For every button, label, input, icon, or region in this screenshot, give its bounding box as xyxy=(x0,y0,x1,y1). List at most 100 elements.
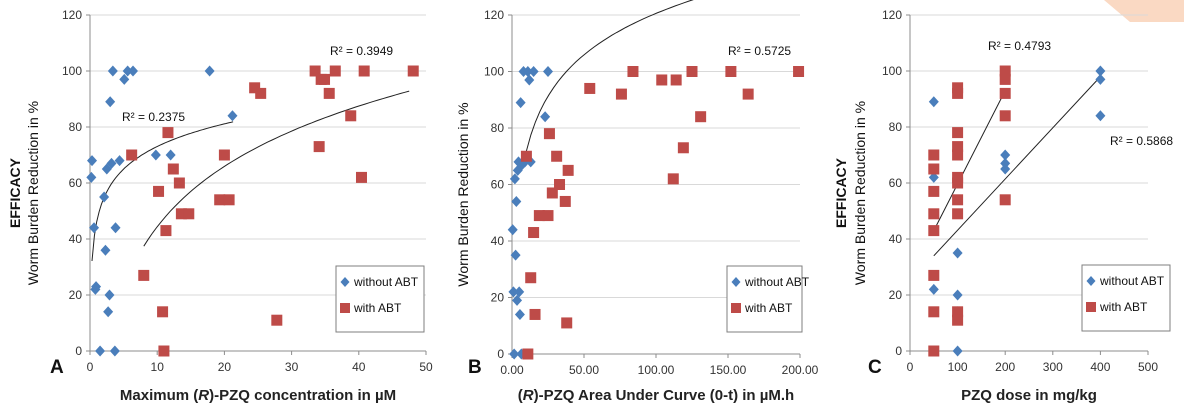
y-tick-label: 20 xyxy=(69,288,83,302)
marker-with-abt xyxy=(562,164,574,176)
y-tick-label: 0 xyxy=(75,344,82,358)
marker-without-abt xyxy=(86,171,97,183)
y-tick-label: 0 xyxy=(497,347,504,361)
marker-without-abt xyxy=(511,195,522,207)
marker-without-abt xyxy=(105,96,116,108)
legend: without ABT with ABT xyxy=(1081,264,1171,332)
marker-with-abt xyxy=(952,87,964,99)
y-tick-label: 40 xyxy=(491,234,505,248)
marker-with-abt xyxy=(999,110,1011,122)
marker-with-abt xyxy=(157,306,169,318)
y-axis-title-main: EFFICACY xyxy=(7,157,23,228)
chart-panel-b: 0 20 40 60 80 100 120 0.00 50.00 100.00 150.00 200.… xyxy=(455,0,819,404)
marker-with-abt xyxy=(656,74,668,86)
y-tick-label: 100 xyxy=(882,64,902,78)
y-axis-title-sub: Worm Burden Reduction in % xyxy=(455,102,471,286)
marker-without-abt xyxy=(515,97,526,109)
marker-without-abt xyxy=(540,111,551,123)
marker-with-abt xyxy=(167,163,179,175)
marker-with-abt xyxy=(952,194,964,206)
marker-with-abt xyxy=(223,194,235,206)
marker-with-abt xyxy=(214,194,226,206)
y-tick-label: 0 xyxy=(895,344,902,358)
marker-with-abt xyxy=(525,272,537,284)
marker-with-abt xyxy=(952,208,964,220)
r-squared-label: R² = 0.5868 xyxy=(1110,134,1173,148)
marker-without-abt xyxy=(928,283,939,295)
marker-without-abt xyxy=(952,289,963,301)
marker-without-abt xyxy=(100,244,111,256)
x-tick-label: 100.00 xyxy=(638,363,675,377)
marker-with-abt xyxy=(160,225,172,237)
legend-label: without ABT xyxy=(744,275,810,289)
x-tick-label: 0.00 xyxy=(500,363,524,377)
legend-marker-without-abt xyxy=(1086,276,1096,286)
marker-with-abt xyxy=(742,88,754,100)
marker-without-abt xyxy=(103,306,114,318)
y-tick-label: 100 xyxy=(62,64,82,78)
marker-with-abt xyxy=(584,82,596,94)
marker-without-abt xyxy=(928,171,939,183)
y-tick-label: 80 xyxy=(889,120,903,134)
r-squared-label: R² = 0.3949 xyxy=(330,44,393,58)
marker-with-abt xyxy=(542,210,554,222)
marker-with-abt xyxy=(952,141,964,153)
marker-with-abt xyxy=(928,185,940,197)
legend-label: without ABT xyxy=(353,275,419,289)
marker-with-abt xyxy=(551,150,563,162)
marker-without-abt xyxy=(514,308,525,320)
marker-without-abt xyxy=(928,96,939,108)
x-tick-label: 0 xyxy=(87,360,94,374)
legend-box xyxy=(335,265,425,333)
marker-with-abt xyxy=(999,194,1011,206)
marker-without-abt xyxy=(87,155,98,167)
marker-with-abt xyxy=(323,87,335,99)
corner-accent xyxy=(1104,0,1184,22)
x-tick-label: 200 xyxy=(995,360,1015,374)
marker-with-abt xyxy=(271,314,283,326)
x-axis-title: PZQ dose in mg/kg xyxy=(961,387,1097,404)
panel-letter: A xyxy=(50,357,64,378)
marker-without-abt xyxy=(1095,73,1106,85)
x-axis-title-part: ( xyxy=(518,387,523,404)
marker-with-abt xyxy=(670,74,682,86)
x-axis-title-part: R xyxy=(198,387,209,404)
r-squared-label: R² = 0.5725 xyxy=(728,44,791,58)
x-tick-label: 500 xyxy=(1138,360,1158,374)
marker-without-abt xyxy=(106,157,117,169)
marker-without-abt xyxy=(952,247,963,259)
marker-without-abt xyxy=(524,74,535,86)
marker-without-abt xyxy=(107,65,118,77)
marker-without-abt xyxy=(508,286,519,298)
chart-panel-a: 0 20 40 60 80 100 120 0 10 20 30 40 50 R² = 0.2375 R² … xyxy=(7,8,433,404)
panel-letter: C xyxy=(868,357,882,378)
marker-with-abt xyxy=(529,308,541,320)
y-tick-label: 40 xyxy=(889,232,903,246)
marker-with-abt xyxy=(928,163,940,175)
x-axis-title-part: ) xyxy=(534,387,539,404)
marker-with-abt xyxy=(522,348,534,360)
x-axis-title-part: Maximum xyxy=(120,387,193,404)
x-tick-label: 400 xyxy=(1090,360,1110,374)
legend-marker-without-abt xyxy=(731,277,741,287)
y-axis-title-sub: Worm Burden Reduction in % xyxy=(852,101,868,285)
marker-with-abt xyxy=(546,187,558,199)
y-tick-label: 100 xyxy=(484,65,504,79)
legend-marker-with-abt xyxy=(731,303,741,313)
marker-with-abt xyxy=(126,149,138,161)
marker-with-abt xyxy=(345,110,357,122)
y-tick-label: 60 xyxy=(69,176,83,190)
marker-with-abt xyxy=(928,306,940,318)
marker-with-abt xyxy=(667,173,679,185)
marker-with-abt xyxy=(952,177,964,189)
y-tick-label: 80 xyxy=(69,120,83,134)
legend-label: with ABT xyxy=(353,301,402,315)
marker-with-abt xyxy=(533,210,545,222)
y-tick-label: 60 xyxy=(889,176,903,190)
marker-without-abt xyxy=(119,73,130,85)
marker-with-abt xyxy=(162,127,174,139)
marker-with-abt xyxy=(138,269,150,281)
x-tick-label: 10 xyxy=(151,360,165,374)
marker-without-abt xyxy=(99,191,110,203)
